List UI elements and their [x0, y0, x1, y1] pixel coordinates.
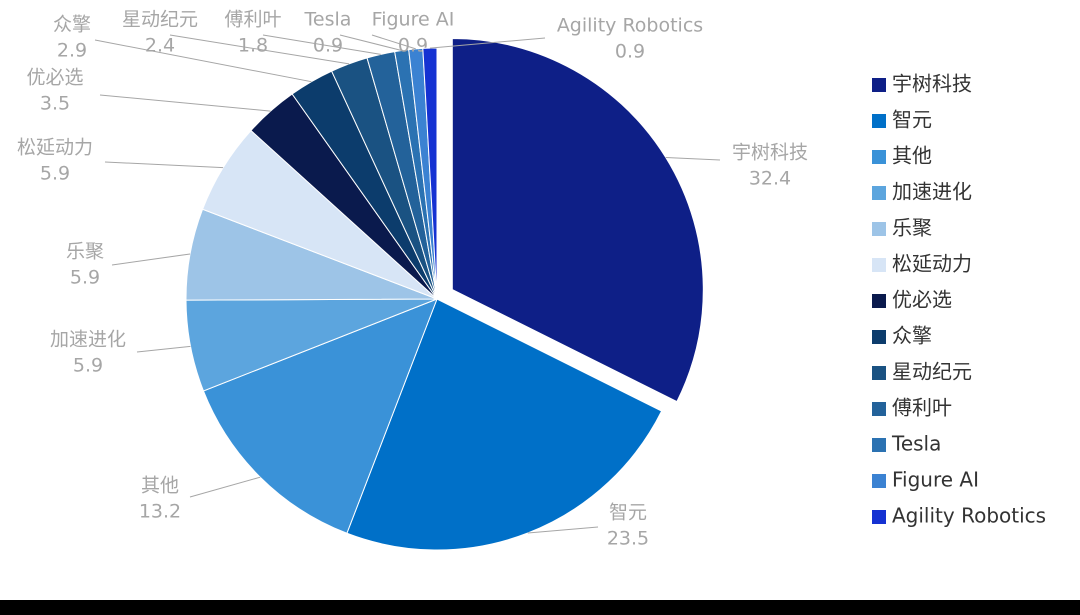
data-label-value: 0.9	[398, 35, 428, 57]
data-label-value: 0.9	[615, 41, 645, 63]
legend-label: 乐聚	[892, 216, 932, 240]
leader-line	[189, 476, 261, 498]
leader-line	[169, 34, 350, 65]
pie-slice	[202, 298, 438, 534]
legend-swatch	[872, 366, 886, 380]
legend-swatch	[872, 150, 886, 164]
data-label-value: 0.9	[313, 35, 343, 57]
leader-line	[429, 37, 546, 49]
legend-swatch	[872, 402, 886, 416]
data-label-name: 众擎	[53, 14, 91, 36]
legend-label: 众擎	[892, 324, 932, 348]
data-label-name: 智元	[609, 502, 647, 524]
data-label-value: 2.4	[145, 35, 175, 57]
legend-label: Tesla	[891, 432, 941, 456]
data-label-name: 优必选	[26, 67, 83, 89]
leader-line	[111, 253, 191, 266]
leader-line	[371, 34, 416, 50]
legend-label: 傅利叶	[892, 396, 952, 420]
data-label-value: 32.4	[749, 168, 791, 190]
legend-label: 加速进化	[892, 180, 972, 204]
legend-swatch	[872, 186, 886, 200]
leader-line	[527, 526, 599, 534]
legend-swatch	[872, 78, 886, 92]
data-label-value: 1.8	[238, 35, 268, 57]
legend-label: 宇树科技	[892, 72, 972, 96]
data-label-name: 星动纪元	[122, 9, 198, 31]
leader-line	[94, 39, 312, 83]
legend-label: 优必选	[892, 288, 952, 312]
data-label-value: 2.9	[57, 40, 87, 62]
legend-swatch	[872, 114, 886, 128]
data-label-name: Figure AI	[372, 9, 455, 31]
legend-label: Agility Robotics	[892, 504, 1046, 528]
leader-line	[99, 94, 271, 112]
data-label-value: 5.9	[73, 355, 103, 377]
legend-label: 其他	[892, 144, 932, 168]
data-label-value: 23.5	[607, 528, 649, 550]
leader-line	[136, 345, 191, 353]
legend-label: Figure AI	[892, 468, 979, 492]
data-label-name: Tesla	[304, 9, 352, 31]
leader-line	[262, 34, 381, 55]
legend-label: 松延动力	[892, 252, 972, 276]
pie-slice	[451, 38, 704, 403]
leader-line	[665, 156, 721, 161]
data-label-name: 加速进化	[50, 329, 126, 351]
data-label-name: 其他	[141, 475, 179, 497]
leader-line	[339, 34, 402, 51]
legend-swatch	[872, 474, 886, 488]
legend-swatch	[872, 330, 886, 344]
leader-line	[104, 161, 224, 169]
legend-label: 星动纪元	[892, 360, 972, 384]
data-label-value: 5.9	[70, 267, 100, 289]
legend-swatch	[872, 438, 886, 452]
legend-swatch	[872, 510, 886, 524]
bottom-edge	[0, 600, 1080, 615]
data-label-name: 松延动力	[17, 137, 93, 159]
data-label-name: 乐聚	[66, 241, 104, 263]
data-label-value: 13.2	[139, 501, 181, 523]
legend-swatch	[872, 222, 886, 236]
data-label-name: Agility Robotics	[557, 15, 703, 37]
pie-slice	[346, 298, 663, 551]
data-label-value: 5.9	[40, 163, 70, 185]
legend-label: 智元	[892, 108, 932, 132]
legend-swatch	[872, 258, 886, 272]
data-label-value: 3.5	[40, 93, 70, 115]
data-label-name: 傅利叶	[224, 9, 281, 31]
legend-swatch	[872, 294, 886, 308]
data-label-name: 宇树科技	[732, 142, 808, 164]
